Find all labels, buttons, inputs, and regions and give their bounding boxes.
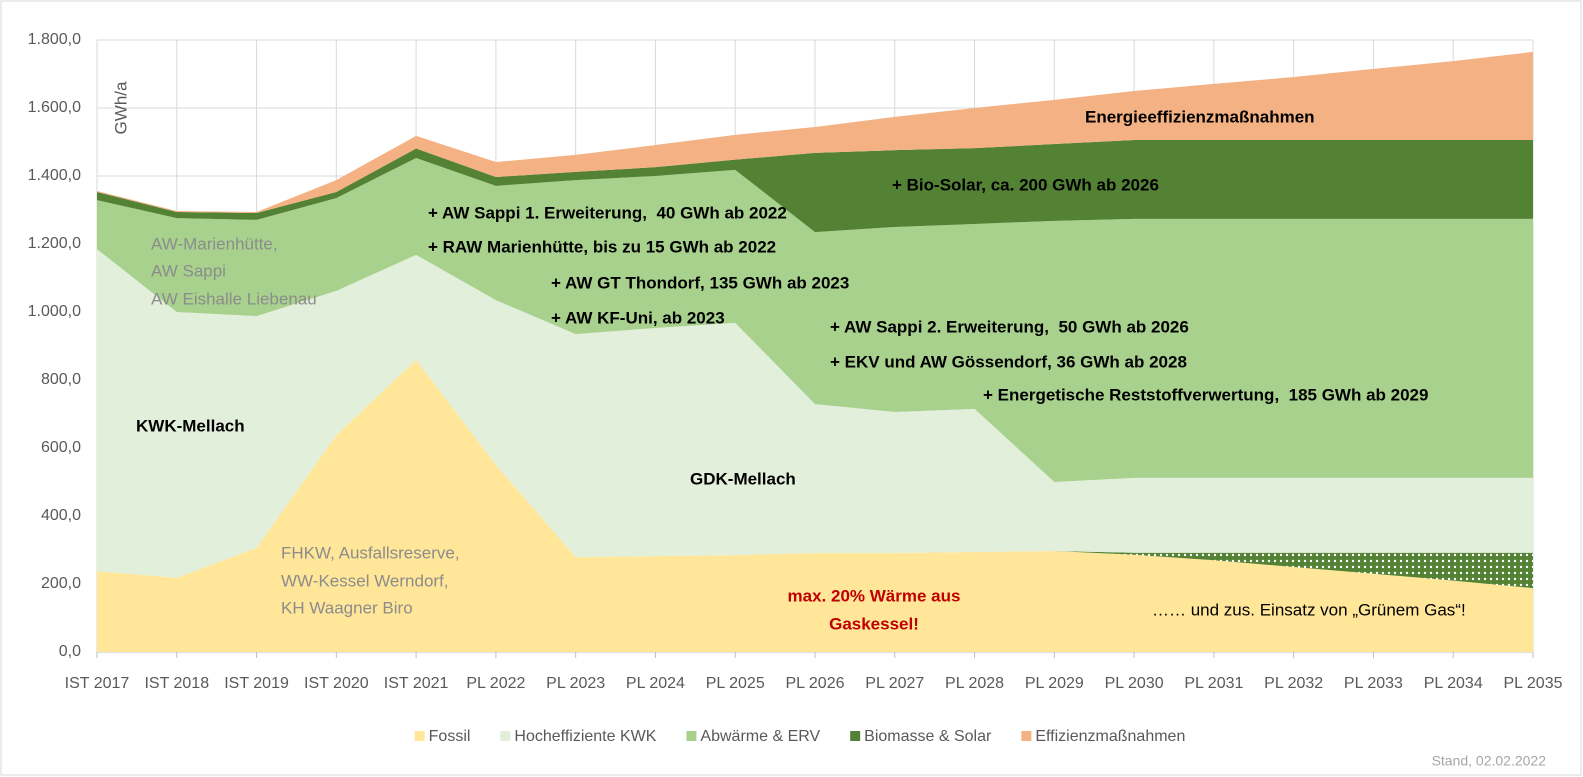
y-tick-label: 1.000,0	[28, 303, 81, 320]
legend-label: Effizienzmaßnahmen	[1035, 728, 1185, 745]
x-tick-label: PL 2028	[945, 675, 1004, 692]
y-tick-label: 1.200,0	[28, 235, 81, 252]
annotation: + AW KF-Uni, ab 2023	[551, 308, 725, 327]
legend-swatch	[686, 731, 697, 741]
annotation: Gaskessel!	[829, 614, 919, 633]
x-tick-label: PL 2032	[1264, 675, 1323, 692]
annotation: KH Waagner Biro	[281, 598, 413, 617]
y-axis-label: GWh/a	[111, 81, 130, 134]
annotation: max. 20% Wärme aus	[788, 586, 961, 605]
x-tick-label: PL 2029	[1025, 675, 1084, 692]
annotation: GDK-Mellach	[690, 469, 796, 488]
y-tick-label: 1.800,0	[28, 31, 81, 48]
x-tick-label: IST 2020	[304, 675, 369, 692]
x-tick-label: PL 2025	[706, 675, 765, 692]
y-tick-label: 600,0	[41, 439, 81, 456]
x-tick-label: PL 2033	[1344, 675, 1403, 692]
y-tick-label: 400,0	[41, 507, 81, 524]
legend-label: Abwärme & ERV	[700, 728, 820, 745]
areas	[97, 51, 1533, 652]
annotation: KWK-Mellach	[136, 416, 245, 435]
area	[97, 359, 1533, 652]
annotation: FHKW, Ausfallsreserve,	[281, 543, 460, 562]
annotation: AW-Marienhütte,	[151, 234, 278, 253]
area	[97, 51, 1533, 214]
legend-swatch	[500, 731, 511, 741]
legend-label: Biomasse & Solar	[864, 728, 992, 745]
x-tick-label: PL 2023	[546, 675, 605, 692]
annotation: AW Eishalle Liebenau	[151, 289, 317, 308]
legend-swatch	[850, 731, 861, 741]
area	[97, 157, 1533, 483]
y-tick-label: 800,0	[41, 371, 81, 388]
y-tick-label: 200,0	[41, 575, 81, 592]
x-tick-label: PL 2022	[466, 675, 525, 692]
x-tick-label: IST 2019	[224, 675, 289, 692]
x-tick-label: PL 2031	[1184, 675, 1243, 692]
x-tick-label: IST 2021	[384, 675, 449, 692]
footnote: Stand, 02.02.2022	[1432, 753, 1547, 769]
annotation: + AW Sappi 2. Erweiterung, 50 GWh ab 202…	[830, 317, 1189, 336]
legend-swatch	[1021, 731, 1032, 741]
legend-label: Hocheffiziente KWK	[514, 728, 656, 745]
area	[97, 249, 1533, 578]
x-tick-label: PL 2024	[626, 675, 685, 692]
x-tick-label: PL 2030	[1105, 675, 1164, 692]
x-tick-label: IST 2018	[144, 675, 209, 692]
x-tick-label: PL 2034	[1424, 675, 1483, 692]
x-tick-label: PL 2026	[785, 675, 844, 692]
area	[97, 359, 1533, 589]
annotation: + AW GT Thondorf, 135 GWh ab 2023	[551, 273, 849, 292]
annotation: + Bio-Solar, ca. 200 GWh ab 2026	[892, 175, 1159, 194]
y-tick-label: 0,0	[59, 643, 81, 660]
annotation: + Energetische Reststoffverwertung, 185 …	[983, 385, 1428, 404]
annotation: Energieeffizienzmaßnahmen	[1085, 107, 1315, 126]
annotation: + RAW Marienhütte, bis zu 15 GWh ab 2022	[428, 237, 776, 256]
area	[97, 139, 1533, 233]
x-tick-label: PL 2027	[865, 675, 924, 692]
annotation: + EKV und AW Gössendorf, 36 GWh ab 2028	[830, 352, 1187, 371]
y-tick-label: 1.600,0	[28, 99, 81, 116]
y-tick-label: 1.400,0	[28, 167, 81, 184]
annotation: + AW Sappi 1. Erweiterung, 40 GWh ab 202…	[428, 203, 787, 222]
legend-label: Fossil	[429, 728, 471, 745]
annotation: WW-Kessel Werndorf,	[281, 571, 449, 590]
labels: 0,0 200,0 400,0 600,0 800,0 1.000,0 1.200,0 1.4…	[28, 31, 1563, 745]
annotation: …… und zus. Einsatz von „Grünem Gas“!	[1152, 600, 1466, 619]
x-tick-label: IST 2017	[65, 675, 130, 692]
annotation: AW Sappi	[151, 261, 226, 280]
legend-swatch	[414, 731, 425, 741]
x-tick-label: PL 2035	[1503, 675, 1562, 692]
